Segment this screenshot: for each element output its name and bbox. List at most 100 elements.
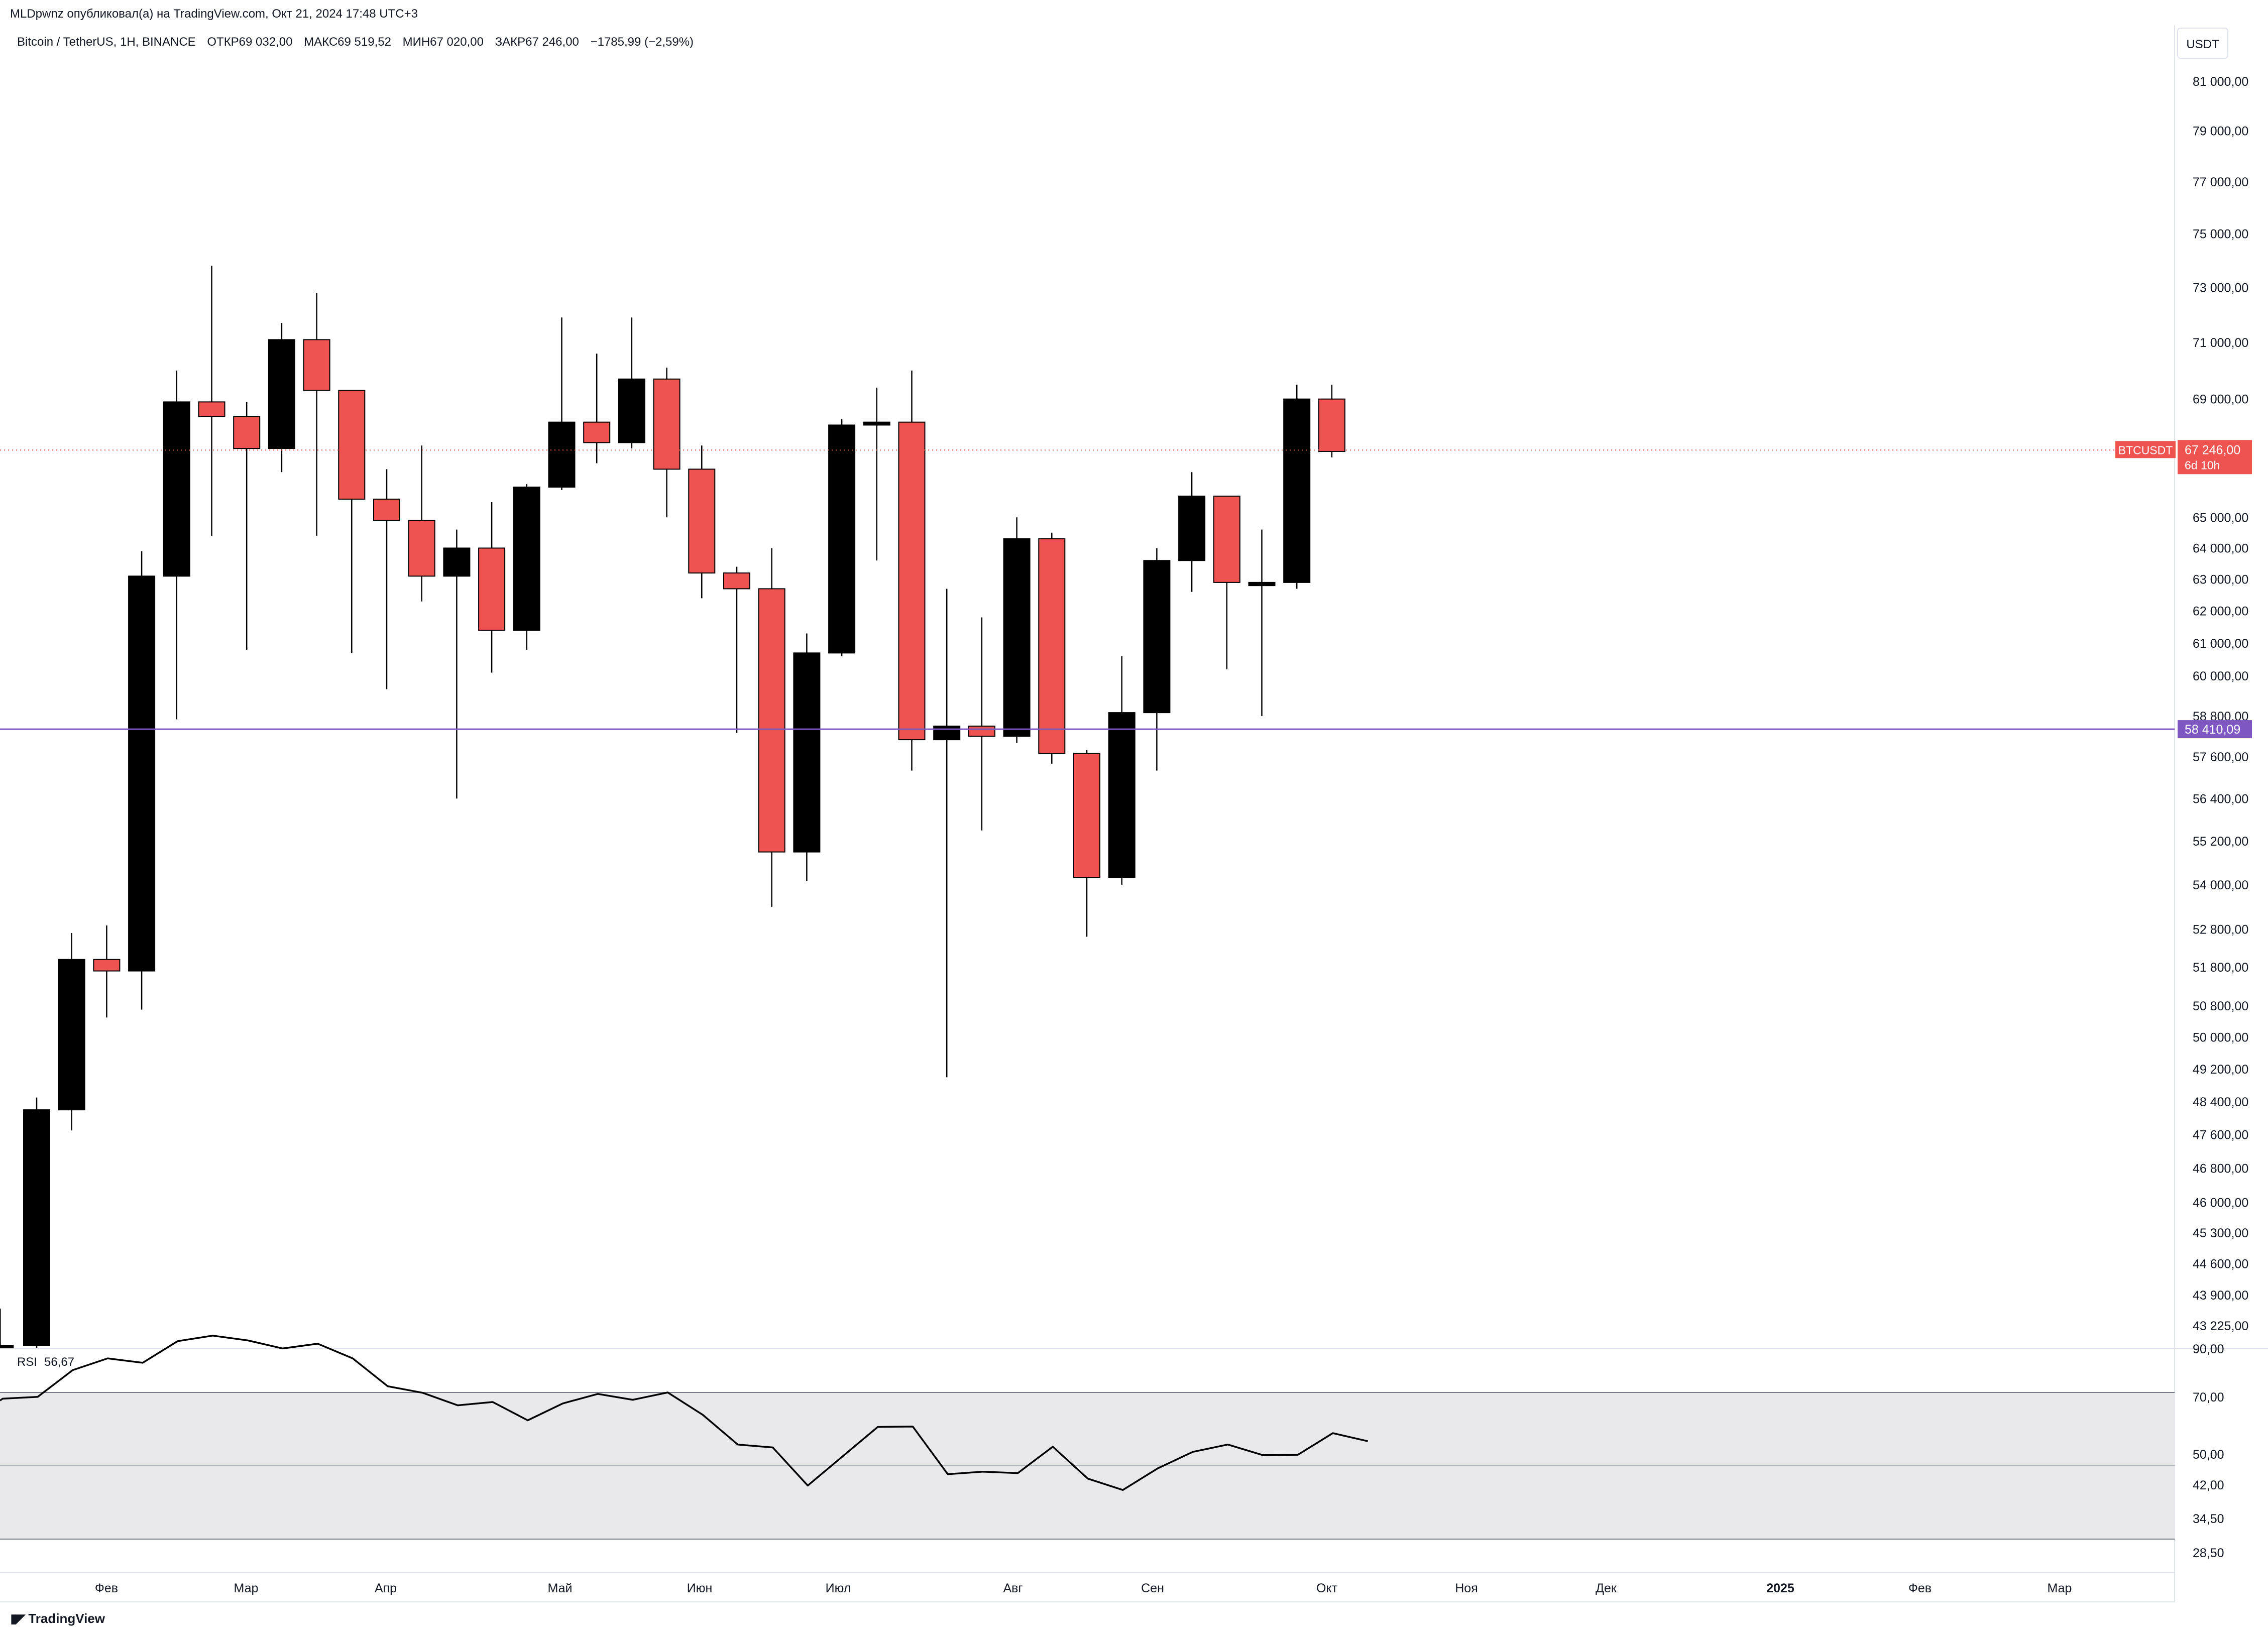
candle xyxy=(513,484,540,650)
rsi-label: RSI xyxy=(17,1355,37,1369)
candle-body xyxy=(688,469,716,574)
candle xyxy=(548,317,576,491)
candle-body xyxy=(618,378,645,443)
candle xyxy=(23,1097,50,1348)
price-tick-label: 52 800,00 xyxy=(2193,923,2248,937)
price-tick-label: 50 000,00 xyxy=(2193,1030,2248,1044)
level-badge xyxy=(2178,720,2252,739)
candle-body xyxy=(1213,496,1240,583)
candle-body xyxy=(198,401,225,417)
candle-body xyxy=(58,959,85,1111)
publisher-line: MLDpwnz опубликовал(а) на TradingView.co… xyxy=(10,7,418,21)
time-tick-label: Май xyxy=(548,1581,573,1595)
candle xyxy=(1143,548,1171,771)
candle xyxy=(688,445,716,599)
time-axis[interactable]: Фев Мар Апр Май Июн Июл Авг Сен Окт Ноя Дек 2025 Фев… xyxy=(95,1581,2072,1595)
candle-body xyxy=(93,959,121,972)
time-tick-label: Сен xyxy=(1141,1581,1164,1595)
candle xyxy=(1108,656,1136,885)
candle-body xyxy=(1318,398,1345,452)
candle xyxy=(478,502,506,673)
candle xyxy=(443,529,471,799)
candle xyxy=(618,317,645,449)
candle xyxy=(968,617,995,831)
candle xyxy=(0,1308,14,1348)
price-tick-label: 75 000,00 xyxy=(2193,227,2248,242)
candle-body xyxy=(863,421,890,426)
price-tick-label: 51 800,00 xyxy=(2193,961,2248,975)
price-tick-label: 60 000,00 xyxy=(2193,669,2248,683)
time-tick-label: Дек xyxy=(1596,1581,1617,1595)
price-tick-label: 71 000,00 xyxy=(2193,336,2248,350)
price-tick-label: 79 000,00 xyxy=(2193,125,2248,139)
candle xyxy=(198,266,225,536)
candle-body xyxy=(303,339,330,391)
candle-body xyxy=(828,424,856,654)
candle xyxy=(128,551,156,1010)
candle xyxy=(93,925,121,1018)
symbol-badge xyxy=(2115,441,2176,458)
candle-body xyxy=(583,421,611,443)
price-tick-label: 43 225,00 xyxy=(2193,1319,2248,1333)
candle xyxy=(1003,517,1031,743)
price-tick-label: 49 200,00 xyxy=(2193,1063,2248,1077)
price-tick-label: 64 000,00 xyxy=(2193,541,2248,555)
price-tick-label: 54 000,00 xyxy=(2193,878,2248,892)
time-tick-label: Мар xyxy=(234,1581,259,1595)
time-tick-label: 2025 xyxy=(1766,1581,1794,1595)
candle-body xyxy=(1003,538,1031,737)
candle xyxy=(828,419,856,656)
time-tick-label: Мар xyxy=(2048,1581,2072,1595)
price-tick-label: 69 000,00 xyxy=(2193,393,2248,407)
candle xyxy=(1213,496,1240,669)
candle xyxy=(793,633,821,881)
candle-body xyxy=(268,339,295,449)
price-tick-label: 46 000,00 xyxy=(2193,1196,2248,1210)
candle-body xyxy=(23,1109,50,1346)
price-tick-label: 65 000,00 xyxy=(2193,511,2248,525)
candle-body xyxy=(793,652,821,853)
candle-body xyxy=(408,520,435,577)
candle-body xyxy=(1073,753,1100,878)
last-price-label: 67 246,00 xyxy=(2185,443,2240,457)
ohlc-change: −1785,99 (−2,59%) xyxy=(590,35,694,49)
candle xyxy=(1248,529,1276,716)
currency-box[interactable] xyxy=(2177,28,2228,59)
price-tick-label: 48 400,00 xyxy=(2193,1095,2248,1109)
price-pane[interactable] xyxy=(0,266,2175,1368)
candle-body xyxy=(443,547,471,577)
candle-body xyxy=(478,547,506,631)
rsi-tick-label: 34,50 xyxy=(2193,1512,2224,1526)
ohlc-open: ОТКР69 032,00 xyxy=(207,35,293,49)
price-tick-label: 43 900,00 xyxy=(2193,1289,2248,1303)
time-tick-label: Июл xyxy=(826,1581,851,1595)
tradingview-logo: ▮◤ TradingView xyxy=(10,1611,105,1626)
time-tick-label: Окт xyxy=(1316,1581,1338,1595)
rsi-pane[interactable]: RSI 56,67 xyxy=(0,1335,2175,1540)
currency-label: USDT xyxy=(2186,38,2219,51)
candle-body xyxy=(128,575,156,972)
symbol-name[interactable]: Bitcoin / TetherUS, 1Н, BINANCE xyxy=(17,35,196,49)
candle xyxy=(898,370,926,771)
candle xyxy=(373,469,400,689)
rsi-line xyxy=(0,1335,1368,1491)
rsi-value: 56,67 xyxy=(44,1355,74,1369)
candle-body xyxy=(548,421,576,488)
candle xyxy=(653,368,681,518)
price-tick-label: 50 800,00 xyxy=(2193,999,2248,1013)
candle-body xyxy=(968,726,995,737)
candle xyxy=(863,387,890,561)
candle-body xyxy=(513,487,540,631)
price-axis[interactable]: 81 000,00 79 000,00 77 000,00 75 000,00 73 0… xyxy=(2115,75,2252,1560)
time-tick-label: Июн xyxy=(687,1581,713,1595)
rsi-tick-label: 50,00 xyxy=(2193,1448,2224,1462)
ohlc-high: МАКС69 519,52 xyxy=(304,35,391,49)
time-tick-label: Фев xyxy=(95,1581,118,1595)
ohlc-close: ЗАКР67 246,00 xyxy=(495,35,579,49)
candle-body xyxy=(723,572,750,590)
price-tick-label: 57 600,00 xyxy=(2193,750,2248,764)
time-tick-label: Фев xyxy=(1908,1581,1932,1595)
candle xyxy=(233,402,261,650)
level-badge-label: 58 410,09 xyxy=(2185,723,2240,737)
